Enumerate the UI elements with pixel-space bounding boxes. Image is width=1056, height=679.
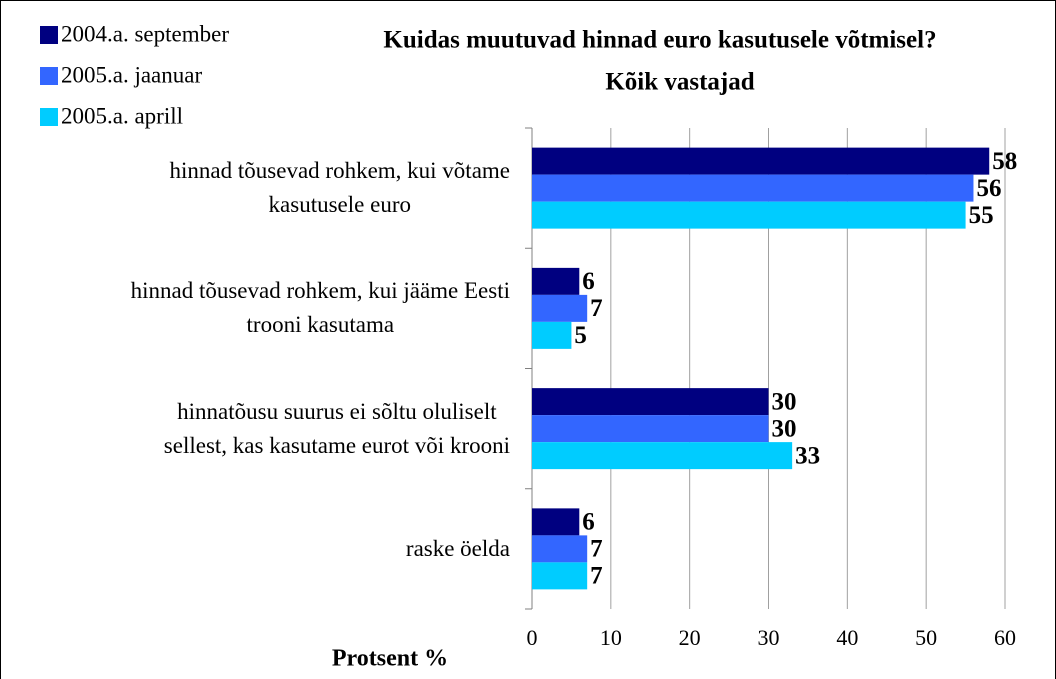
bar bbox=[532, 201, 966, 229]
x-tick-label: 60 bbox=[994, 625, 1016, 650]
x-tick-label: 30 bbox=[758, 625, 780, 650]
data-label: 56 bbox=[976, 175, 1001, 202]
chart-title: Kuidas muutuvad hinnad euro kasutusele v… bbox=[383, 27, 936, 54]
x-tick-label: 0 bbox=[527, 625, 538, 650]
x-axis-label: Protsent % bbox=[332, 646, 448, 672]
legend-swatch bbox=[40, 67, 58, 85]
legend-label: 2005.a. jaanuar bbox=[61, 62, 202, 87]
data-label: 5 bbox=[574, 322, 587, 349]
legend-swatch bbox=[40, 26, 58, 44]
legend-swatch bbox=[40, 108, 58, 126]
category-text: hinnad tõusevad rohkem, kui võtame kasut… bbox=[169, 158, 510, 218]
bar bbox=[532, 321, 572, 349]
bar bbox=[532, 174, 974, 202]
bar bbox=[532, 147, 990, 175]
legend-label: 2005.a. aprill bbox=[61, 103, 183, 128]
bar bbox=[532, 535, 588, 563]
data-label: 6 bbox=[582, 268, 595, 295]
bar bbox=[532, 294, 588, 322]
data-label: 30 bbox=[772, 415, 797, 442]
category-text: raske öelda bbox=[405, 535, 510, 561]
x-tick-label: 20 bbox=[679, 625, 701, 650]
bar bbox=[532, 508, 580, 536]
chart-subtitle: Kõik vastajad bbox=[605, 69, 754, 96]
data-label: 55 bbox=[969, 202, 994, 229]
category-label: hinnad tõusevad rohkem, kui võtame kasut… bbox=[0, 154, 510, 222]
data-label: 7 bbox=[590, 295, 603, 322]
category-text: hinnatõusu suurus ei sõltu oluliselt sel… bbox=[163, 398, 510, 458]
category-text: hinnad tõusevad rohkem, kui jääme Eesti … bbox=[130, 278, 510, 338]
legend-label: 2004.a. september bbox=[61, 21, 229, 46]
category-label: hinnad tõusevad rohkem, kui jääme Eesti … bbox=[0, 274, 510, 342]
bar bbox=[532, 415, 769, 443]
bar bbox=[532, 388, 769, 416]
data-label: 58 bbox=[992, 148, 1017, 175]
x-tick-label: 40 bbox=[836, 625, 858, 650]
x-tick-label: 10 bbox=[600, 625, 622, 650]
data-label: 7 bbox=[590, 563, 603, 590]
data-label: 7 bbox=[590, 536, 603, 563]
x-tick-label: 50 bbox=[915, 625, 937, 650]
bar bbox=[532, 267, 580, 295]
data-label: 33 bbox=[795, 442, 820, 469]
bar bbox=[532, 442, 793, 470]
category-label: raske öelda bbox=[0, 532, 510, 566]
data-label: 30 bbox=[772, 388, 797, 415]
data-label: 6 bbox=[582, 509, 595, 536]
bar bbox=[532, 562, 588, 590]
category-label: hinnatõusu suurus ei sõltu oluliselt sel… bbox=[0, 395, 510, 463]
